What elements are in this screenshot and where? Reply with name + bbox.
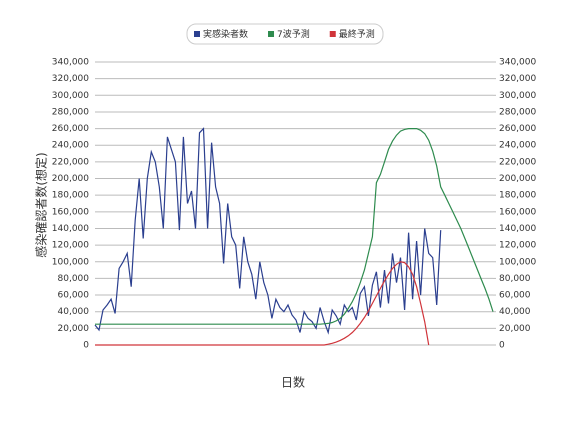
y2-tick-label: 300,000 xyxy=(499,91,536,101)
y-tick-label: 280,000 xyxy=(52,107,89,117)
y-tick-label: 20,000 xyxy=(58,324,90,334)
legend-label: 最終予測 xyxy=(339,28,375,40)
y-tick-label: 120,000 xyxy=(52,241,89,251)
y2-tick-label: 320,000 xyxy=(499,74,536,84)
y-tick-label: 240,000 xyxy=(52,141,89,151)
y-tick-label: 160,000 xyxy=(52,207,89,217)
legend-label: 実感染者数 xyxy=(203,28,248,40)
legend-swatch xyxy=(329,31,336,37)
y2-tick-label: 140,000 xyxy=(499,224,536,234)
y2-tick-label: 260,000 xyxy=(499,124,536,134)
y2-tick-label: 160,000 xyxy=(499,207,536,217)
y-tick-label: 320,000 xyxy=(52,74,89,84)
y2-tick-label: 20,000 xyxy=(499,324,531,334)
y2-tick-label: 240,000 xyxy=(499,141,536,151)
y2-tick-label: 100,000 xyxy=(499,257,536,267)
y2-tick-label: 60,000 xyxy=(499,291,531,301)
y-axis-title: 感染確認者数(想定) xyxy=(34,152,49,257)
legend-swatch xyxy=(194,31,200,37)
y2-tick-label: 280,000 xyxy=(499,107,536,117)
y-tick-label: 300,000 xyxy=(52,91,89,101)
y-tick-label: 40,000 xyxy=(58,307,90,317)
y-tick-label: 340,000 xyxy=(52,58,89,68)
legend-swatch xyxy=(268,31,275,37)
y2-tick-label: 0 xyxy=(499,341,505,351)
series-line xyxy=(95,128,494,325)
y-tick-label: 260,000 xyxy=(52,124,89,134)
y-tick-label: 60,000 xyxy=(58,291,90,301)
y-tick-label: 80,000 xyxy=(58,274,90,284)
y2-tick-label: 220,000 xyxy=(499,157,536,167)
y-tick-label: 0 xyxy=(83,341,89,351)
y-tick-label: 220,000 xyxy=(52,157,89,167)
y-tick-label: 140,000 xyxy=(52,224,89,234)
y-tick-label: 100,000 xyxy=(52,257,89,267)
y2-tick-label: 200,000 xyxy=(499,174,536,184)
series-line xyxy=(95,261,430,346)
y2-tick-label: 340,000 xyxy=(499,58,536,68)
series-line xyxy=(94,127,442,335)
y2-tick-label: 180,000 xyxy=(499,191,536,201)
y2-tick-label: 120,000 xyxy=(499,241,536,251)
y-tick-label: 200,000 xyxy=(52,174,89,184)
y-tick-label: 180,000 xyxy=(52,191,89,201)
legend-label: 7波予測 xyxy=(277,28,310,40)
y2-tick-label: 80,000 xyxy=(499,274,531,284)
x-axis-title: 日数 xyxy=(281,375,305,390)
y2-tick-label: 40,000 xyxy=(499,307,531,317)
legend-box xyxy=(186,23,384,45)
